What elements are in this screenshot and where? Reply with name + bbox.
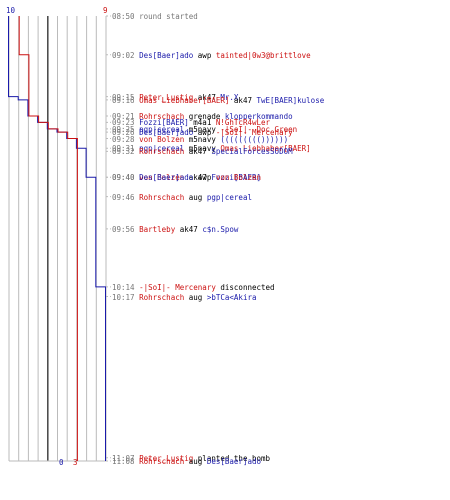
- player-name: Omas Liebhaber[BAER]: [220, 144, 311, 154]
- player-name: ((((((((()))))): [220, 134, 289, 144]
- event-row: 09:28 von Bolzen m5navy ((((((((()))))): [112, 135, 288, 144]
- event-action: m5navy: [184, 144, 221, 154]
- event-row: 09:25 pgp|cereal m5navy -|SoI|- Doc Gree…: [112, 125, 297, 134]
- player-name: Rohrschach: [139, 192, 185, 202]
- player-name: Omas Liebhaber[BAER]: [139, 95, 230, 105]
- event-time: 09:40: [112, 173, 140, 183]
- event-row: 09:56 Bartleby ak47 c$n.Spow: [112, 225, 238, 234]
- player-name: Fozzi[BAER]: [139, 118, 189, 128]
- event-row: 11:08 Rohrschach aug Des[Baer]ado: [112, 457, 261, 466]
- event-time: 09:46: [112, 192, 140, 202]
- event-action: ak47: [184, 147, 212, 157]
- event-time: 08:50: [112, 12, 140, 21]
- event-time: 10:14: [112, 282, 140, 292]
- event-action: ak47: [229, 95, 257, 105]
- red-end-score: 3: [73, 458, 78, 467]
- event-row: 09:40 Des[Baer]ado awp von Bolzen: [112, 173, 261, 182]
- player-name: Des[Baer]ado: [206, 457, 262, 466]
- event-action: ak47: [184, 173, 212, 183]
- player-name: -|SoI|- Mercenary: [215, 128, 293, 138]
- event-row: 09:40 von Bolzen ak47 Fozzi[BAER]: [112, 173, 261, 182]
- player-name: Peter_Lustig: [139, 92, 194, 102]
- player-name: Peter_Lustig: [139, 453, 194, 463]
- player-name: pgp|cereal: [139, 144, 185, 154]
- blue-team-line: [8, 16, 106, 461]
- player-name: Fozzi[BAER]: [211, 173, 262, 183]
- player-name: -|SoI|- Doc Green: [220, 124, 298, 134]
- event-action: aug: [184, 192, 207, 202]
- player-name: klopperkommando: [224, 111, 293, 121]
- player-name: SpecialForcesSODOM: [211, 147, 293, 157]
- event-action: aug: [184, 457, 207, 466]
- player-name: von Bolzen: [139, 173, 185, 183]
- event-action: awp: [193, 128, 216, 138]
- event-time: 09:26: [112, 128, 140, 138]
- event-row: 09:26 Des[Baer]ado awp -|SoI|- Mercenary: [112, 128, 293, 137]
- blue-start-score: 10: [6, 6, 16, 15]
- event-row: 09:15 Peter_Lustig ak47 Mr.X: [112, 93, 238, 102]
- event-row: 09:16 Omas Liebhaber[BAER] ak47 TwE[BAER…: [112, 96, 324, 105]
- player-name: pgp|cereal: [139, 124, 185, 134]
- event-row: 09:21 Rohrschach grenade klopperkommando: [112, 112, 293, 121]
- event-row: 09:23 Fozzi[BAER] m4a1 N!GhTcR4wLer: [112, 118, 270, 127]
- event-time: 09:25: [112, 124, 140, 134]
- event-time: 09:02: [112, 50, 140, 60]
- player-name: Des[Baer]ado: [139, 128, 194, 138]
- red-team-line: [18, 16, 78, 461]
- event-time: 09:40: [112, 173, 140, 183]
- event-time: 09:21: [112, 111, 140, 121]
- event-row: 08:50 round started: [112, 12, 198, 21]
- event-row: 10:17 Rohrschach aug >bTCa<Akira: [112, 293, 257, 302]
- event-action: planted the bomb: [193, 453, 271, 463]
- event-action: ak47: [175, 224, 203, 234]
- player-name: von Bolzen: [215, 173, 262, 183]
- player-name: pgp|cereal: [206, 192, 252, 202]
- event-row: 10:14 -|SoI|- Mercenary disconnected: [112, 283, 275, 292]
- event-time: 09:31: [112, 144, 140, 154]
- event-time: 09:56: [112, 224, 140, 234]
- player-name: Des[Baer]ado: [139, 50, 194, 60]
- player-name: -|SoI|- Mercenary: [139, 282, 216, 292]
- player-name: N!GhTcR4wLer: [215, 118, 271, 128]
- player-name: Rohrschach: [139, 292, 185, 302]
- event-row: 11:07 Peter_Lustig planted the bomb: [112, 454, 270, 463]
- event-action: awp: [193, 173, 216, 183]
- player-name: Rohrschach: [139, 457, 185, 466]
- player-name: von Bolzen: [139, 134, 185, 144]
- event-action: m4a1: [188, 118, 216, 128]
- player-name: Mr.X: [220, 92, 239, 102]
- event-action: awp: [193, 50, 216, 60]
- event-action: grenade: [184, 111, 225, 121]
- event-action: ak47: [193, 92, 221, 102]
- event-time: 09:28: [112, 134, 140, 144]
- event-time: 10:17: [112, 292, 140, 302]
- player-name: TwE[BAER]kulose: [256, 95, 325, 105]
- player-name: >bTCa<Akira: [206, 292, 257, 302]
- event-action: disconnected: [215, 282, 275, 292]
- player-name: tainted|0w3@brittlove: [215, 50, 311, 60]
- event-action: m5navy: [184, 134, 221, 144]
- event-time: 11:08: [112, 457, 140, 466]
- player-name: Rohrschach: [139, 111, 185, 121]
- player-name: Des[Baer]ado: [139, 173, 194, 183]
- event-action: aug: [184, 292, 207, 302]
- player-name: c$n.Spow: [202, 224, 239, 234]
- red-start-score: 9: [103, 6, 108, 15]
- event-time: 09:15: [112, 92, 140, 102]
- event-time: 09:23: [112, 118, 140, 128]
- player-name: Bartleby: [139, 224, 176, 234]
- event-time: 11:07: [112, 453, 140, 463]
- player-name: round started: [139, 12, 198, 21]
- event-time: 09:16: [112, 95, 140, 105]
- event-row: 09:32 Rohrschach ak47 SpecialForcesSODOM: [112, 147, 293, 156]
- event-action: m5navy: [184, 124, 221, 134]
- event-row: 09:31 pgp|cereal m5navy Omas Liebhaber[B…: [112, 144, 311, 153]
- player-name: Rohrschach: [139, 147, 185, 157]
- event-time: 09:32: [112, 147, 140, 157]
- blue-end-score: 0: [59, 458, 64, 467]
- event-row: 09:46 Rohrschach aug pgp|cereal: [112, 193, 252, 202]
- event-row: 09:02 Des[Baer]ado awp tainted|0w3@britt…: [112, 51, 311, 60]
